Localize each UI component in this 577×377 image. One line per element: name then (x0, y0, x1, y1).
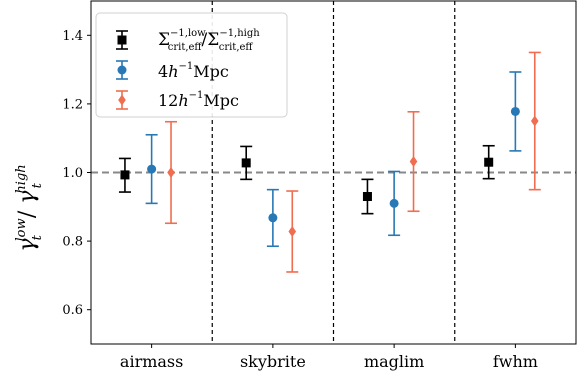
point-series1-maglim (389, 198, 399, 208)
axes-frame (90, 0, 577, 345)
point-series1-fwhm (510, 106, 520, 116)
x-tick-label-airmass: airmass (120, 352, 183, 371)
plot-area (91, 1, 576, 344)
legend-marker-diamond (118, 94, 126, 106)
point-series2-airmass (167, 167, 175, 178)
legend-marker-square (117, 35, 127, 45)
y-axis-label: γlowt / γhight (14, 164, 45, 251)
legend-label-12mpc: 12h−1Mpc (158, 90, 239, 110)
x-tick-label-skybrite: skybrite (240, 352, 306, 371)
point-series2-maglim (409, 156, 418, 168)
x-tick-label-fwhm: fwhm (493, 352, 538, 371)
point-series1-skybrite (268, 213, 278, 223)
legend-frame (95, 12, 288, 118)
y-tick-label: 0.8 (62, 235, 83, 250)
point-series2-fwhm (530, 115, 539, 127)
point-series1-airmass (147, 164, 157, 174)
legend-markers (116, 30, 128, 110)
y-tick-label: 1.0 (62, 166, 83, 181)
point-series0-skybrite (241, 158, 251, 168)
point-series0-maglim (362, 192, 372, 202)
x-axis: airmass skybrite maglim fwhm (120, 344, 538, 371)
y-tick-label: 1.4 (62, 29, 83, 44)
y-tick-label: 0.6 (62, 303, 83, 318)
point-series2-skybrite (288, 225, 297, 237)
legend-marker-circle (117, 65, 127, 75)
point-series0-airmass (120, 170, 130, 180)
legend: Σ−1,low crit,eff/Σ−1,high crit,eff 4h−1Mpc… (95, 12, 288, 118)
legend-label-sigma-ratio: Σ−1,low crit,eff/Σ−1,high crit,eff (158, 28, 260, 53)
legend-label-4mpc: 4h−1Mpc (158, 61, 229, 81)
point-series0-fwhm (484, 157, 494, 167)
x-tick-label-maglim: maglim (364, 352, 424, 371)
y-tick-label: 1.2 (62, 97, 83, 112)
y-axis: 0.6 0.8 1.0 1.2 1.4 (62, 29, 91, 318)
